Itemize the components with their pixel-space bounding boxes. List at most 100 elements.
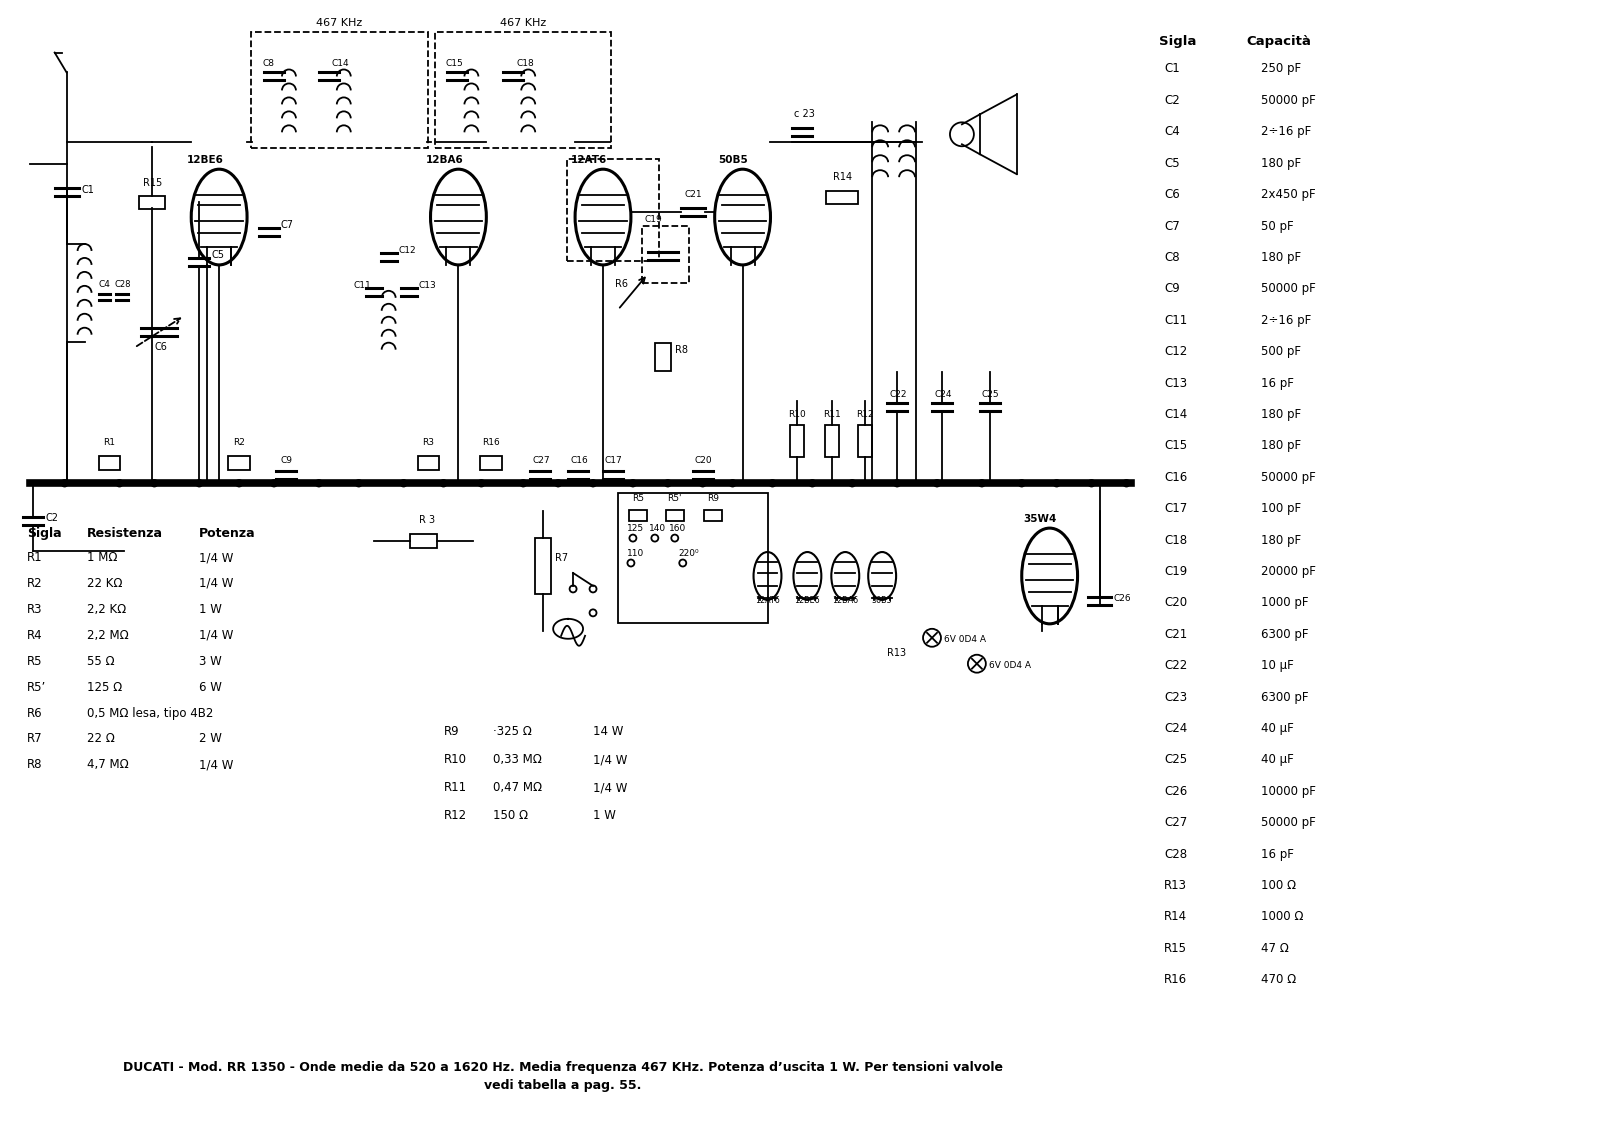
- Circle shape: [1018, 480, 1026, 486]
- Text: 12BE6: 12BE6: [187, 155, 224, 165]
- Text: C26: C26: [1165, 785, 1187, 797]
- Text: C20: C20: [1165, 596, 1187, 610]
- Text: Potenza: Potenza: [200, 527, 256, 541]
- Circle shape: [150, 480, 158, 486]
- Circle shape: [664, 480, 672, 486]
- Text: C5: C5: [211, 250, 224, 260]
- Text: DUCATI - Mod. RR 1350 - Onde medie da 520 a 1620 Hz. Media frequenza 467 KHz. Po: DUCATI - Mod. RR 1350 - Onde medie da 52…: [123, 1062, 1003, 1074]
- Text: C19: C19: [1165, 566, 1187, 578]
- Text: 110: 110: [627, 549, 645, 558]
- Text: 14 W: 14 W: [594, 725, 624, 739]
- Text: 180 pF: 180 pF: [1261, 439, 1301, 452]
- Text: R5': R5': [667, 494, 682, 503]
- Circle shape: [730, 480, 736, 486]
- Text: 3 W: 3 W: [200, 655, 222, 667]
- Text: 500 pF: 500 pF: [1261, 345, 1301, 359]
- Bar: [666, 510, 683, 520]
- Bar: [618, 493, 768, 623]
- Text: 0,5 MΩ lesa, tipo 4B2: 0,5 MΩ lesa, tipo 4B2: [86, 707, 213, 719]
- Text: 50B5: 50B5: [872, 596, 893, 605]
- Text: 12BA6: 12BA6: [426, 155, 464, 165]
- Text: Resistenza: Resistenza: [86, 527, 163, 541]
- Text: C12: C12: [1165, 345, 1187, 359]
- Text: 12AT6: 12AT6: [755, 596, 779, 605]
- Text: 0,47 MΩ: 0,47 MΩ: [493, 782, 542, 794]
- Text: 125 Ω: 125 Ω: [86, 681, 122, 693]
- Text: C7: C7: [282, 221, 294, 230]
- Text: C14: C14: [331, 59, 349, 68]
- Circle shape: [848, 480, 856, 486]
- Text: R14: R14: [1165, 910, 1187, 923]
- Text: 250 pF: 250 pF: [1261, 62, 1301, 76]
- Text: 1/4 W: 1/4 W: [200, 577, 234, 590]
- Text: C7: C7: [1165, 219, 1181, 233]
- Text: 2x450 pF: 2x450 pF: [1261, 188, 1315, 201]
- Bar: [480, 456, 502, 470]
- Text: C4: C4: [99, 279, 110, 288]
- Text: C8: C8: [1165, 251, 1179, 264]
- Text: R9: R9: [443, 725, 459, 739]
- Text: C17: C17: [1165, 502, 1187, 515]
- Text: 6V 0D4 A: 6V 0D4 A: [944, 634, 986, 644]
- Text: 2,2 KΩ: 2,2 KΩ: [86, 603, 126, 616]
- Text: C27: C27: [533, 456, 550, 465]
- Text: C13: C13: [1165, 377, 1187, 389]
- Bar: [826, 425, 840, 457]
- Circle shape: [978, 480, 986, 486]
- Text: R5: R5: [632, 494, 643, 503]
- Text: ·325 Ω: ·325 Ω: [493, 725, 533, 739]
- Circle shape: [629, 480, 637, 486]
- Text: C14: C14: [1165, 408, 1187, 421]
- Text: 100 pF: 100 pF: [1261, 502, 1301, 515]
- Text: 12BE6: 12BE6: [795, 596, 821, 605]
- Text: 12AT6: 12AT6: [571, 155, 606, 165]
- Circle shape: [355, 480, 362, 486]
- Circle shape: [933, 480, 941, 486]
- Text: 2,2 MΩ: 2,2 MΩ: [86, 629, 128, 641]
- Text: C27: C27: [1165, 817, 1187, 829]
- Bar: [790, 425, 805, 457]
- Text: C13: C13: [419, 280, 437, 290]
- Circle shape: [1123, 480, 1130, 486]
- Circle shape: [1053, 480, 1061, 486]
- Text: R14: R14: [832, 172, 851, 182]
- Text: C6: C6: [1165, 188, 1181, 201]
- Text: 100 Ω: 100 Ω: [1261, 879, 1296, 892]
- Text: R1: R1: [27, 551, 42, 564]
- Text: C25: C25: [1165, 753, 1187, 767]
- Text: R13: R13: [1165, 879, 1187, 892]
- Text: 22 KΩ: 22 KΩ: [86, 577, 122, 590]
- Text: R4: R4: [27, 629, 42, 641]
- Circle shape: [810, 480, 816, 486]
- Text: 50B5: 50B5: [718, 155, 747, 165]
- Text: 55 Ω: 55 Ω: [86, 655, 114, 667]
- Text: R2: R2: [27, 577, 42, 590]
- Text: C22: C22: [1165, 659, 1187, 672]
- Text: R11: R11: [824, 411, 842, 420]
- Text: R11: R11: [443, 782, 467, 794]
- Text: 1000 pF: 1000 pF: [1261, 596, 1309, 610]
- Text: C12: C12: [398, 245, 416, 254]
- Circle shape: [770, 480, 776, 486]
- Text: 180 pF: 180 pF: [1261, 157, 1301, 170]
- Text: C21: C21: [685, 190, 702, 199]
- Text: 0,33 MΩ: 0,33 MΩ: [493, 753, 542, 767]
- Text: 140: 140: [650, 524, 666, 533]
- Text: R9: R9: [707, 494, 718, 503]
- Circle shape: [400, 480, 406, 486]
- Text: 150 Ω: 150 Ω: [493, 810, 528, 822]
- Text: 1 W: 1 W: [200, 603, 222, 616]
- Text: C11: C11: [1165, 313, 1187, 327]
- Text: 20000 pF: 20000 pF: [1261, 566, 1315, 578]
- Text: R3: R3: [27, 603, 42, 616]
- Text: C16: C16: [1165, 470, 1187, 484]
- Text: Sigla: Sigla: [1160, 35, 1197, 48]
- Text: C2: C2: [1165, 94, 1181, 107]
- Text: 40 μF: 40 μF: [1261, 722, 1294, 735]
- Text: R7: R7: [555, 553, 568, 563]
- Text: 10000 pF: 10000 pF: [1261, 785, 1315, 797]
- Text: C20: C20: [694, 456, 712, 465]
- Text: Capacità: Capacità: [1246, 35, 1310, 48]
- Text: 47 Ω: 47 Ω: [1261, 942, 1290, 955]
- Text: C23: C23: [1165, 691, 1187, 703]
